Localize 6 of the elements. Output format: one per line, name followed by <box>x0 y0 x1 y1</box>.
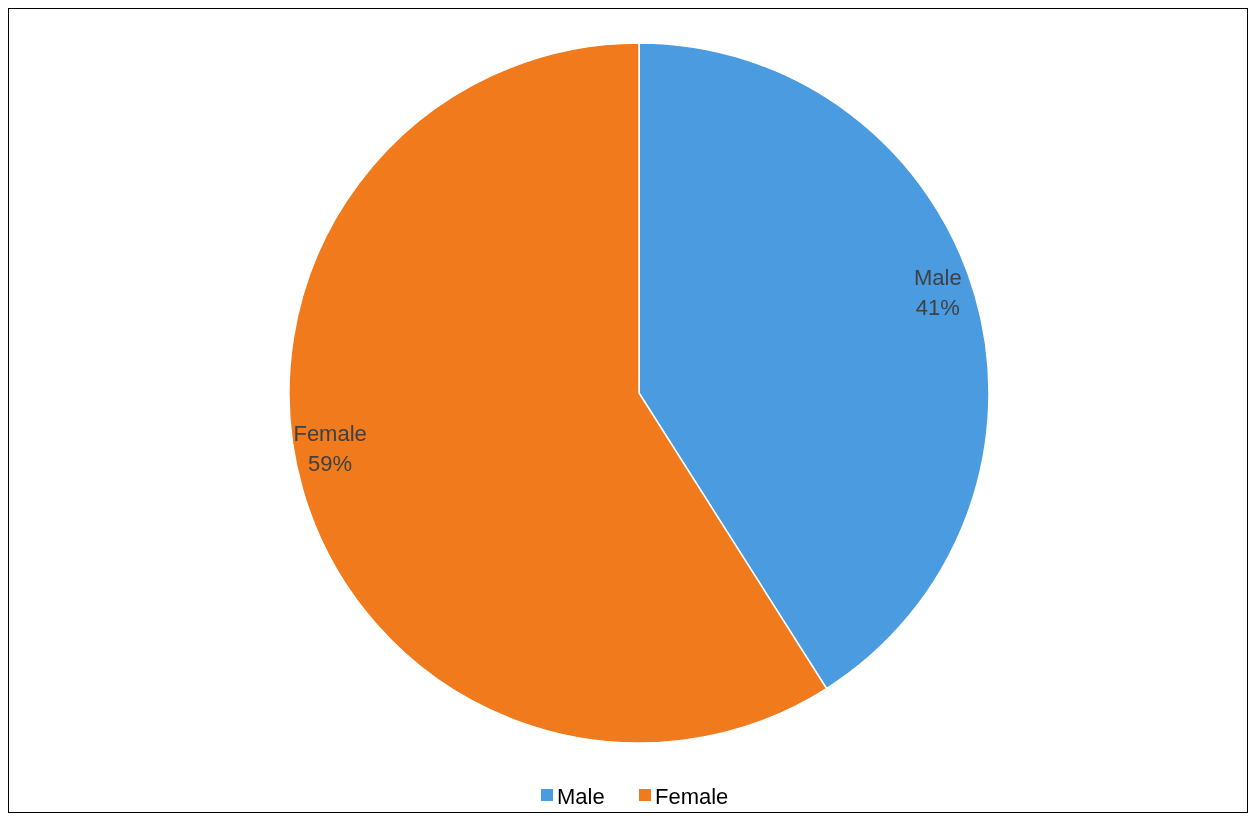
legend-label: Female <box>655 784 729 809</box>
data-label: 41% <box>915 294 960 320</box>
slice-label: Female <box>293 421 367 447</box>
legend-label: Male <box>557 784 605 809</box>
data-label: 59% <box>308 451 353 477</box>
slice-label: Male <box>914 264 962 290</box>
